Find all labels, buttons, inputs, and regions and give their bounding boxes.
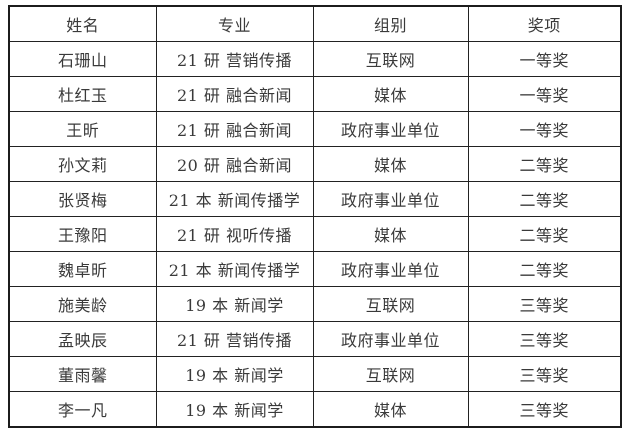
table-cell: 媒体 [312,216,469,252]
table-cell: 杜红玉 [8,76,157,112]
table-cell: 孟映辰 [8,321,157,357]
table-cell: 政府事业单位 [312,181,469,217]
table-row: 张贤梅 21 本 新闻传播学 政府事业单位 二等奖 [8,181,622,217]
table-cell: 三等奖 [467,356,622,392]
table-cell: 21 本 新闻传播学 [155,251,314,287]
table-cell: 媒体 [312,391,469,428]
table-cell: 二等奖 [467,146,622,182]
table-row: 董雨馨 19 本 新闻学 互联网 三等奖 [8,356,622,392]
table-body: 石珊山 21 研 营销传播 互联网 一等奖 杜红玉 21 研 融合新闻 媒体 一等奖 王昕 21 … [8,41,622,428]
table-cell: 20 研 融合新闻 [155,146,314,182]
table-cell: 政府事业单位 [312,251,469,287]
table-cell: 三等奖 [467,391,622,428]
table-cell: 二等奖 [467,216,622,252]
table-row: 孟映辰 21 研 营销传播 政府事业单位 三等奖 [8,321,622,357]
table-cell: 王豫阳 [8,216,157,252]
table-cell: 21 研 融合新闻 [155,111,314,147]
table-cell: 政府事业单位 [312,111,469,147]
table-cell: 张贤梅 [8,181,157,217]
table-cell: 媒体 [312,146,469,182]
table-cell: 三等奖 [467,321,622,357]
table-cell: 21 研 视听传播 [155,216,314,252]
table-cell: 媒体 [312,76,469,112]
table-cell: 互联网 [312,41,469,77]
table-cell: 一等奖 [467,41,622,77]
table-cell: 石珊山 [8,41,157,77]
table-cell: 互联网 [312,286,469,322]
table-cell: 19 本 新闻学 [155,391,314,428]
header-cell-name: 姓名 [8,5,157,42]
table-row: 魏卓昕 21 本 新闻传播学 政府事业单位 二等奖 [8,251,622,287]
table-cell: 21 研 营销传播 [155,321,314,357]
header-cell-award: 奖项 [467,5,622,42]
table-row: 施美龄 19 本 新闻学 互联网 三等奖 [8,286,622,322]
table-cell: 互联网 [312,356,469,392]
table-cell: 21 研 融合新闻 [155,76,314,112]
table-cell: 19 本 新闻学 [155,356,314,392]
table-cell: 一等奖 [467,76,622,112]
table-row: 孙文莉 20 研 融合新闻 媒体 二等奖 [8,146,622,182]
table-cell: 19 本 新闻学 [155,286,314,322]
header-cell-group: 组别 [312,5,469,42]
table-cell: 王昕 [8,111,157,147]
table-cell: 三等奖 [467,286,622,322]
table-cell: 一等奖 [467,111,622,147]
header-cell-major: 专业 [155,5,314,42]
table-cell: 二等奖 [467,251,622,287]
table-cell: 李一凡 [8,391,157,428]
table-cell: 21 研 营销传播 [155,41,314,77]
table-cell: 董雨馨 [8,356,157,392]
table-row: 杜红玉 21 研 融合新闻 媒体 一等奖 [8,76,622,112]
table-cell: 21 本 新闻传播学 [155,181,314,217]
table-row: 石珊山 21 研 营销传播 互联网 一等奖 [8,41,622,77]
table-cell: 魏卓昕 [8,251,157,287]
table-cell: 施美龄 [8,286,157,322]
awards-table: 姓名 专业 组别 奖项 石珊山 21 研 营销传播 互联网 一等奖 杜红玉 21 研 融合… [8,5,622,428]
table-row: 王昕 21 研 融合新闻 政府事业单位 一等奖 [8,111,622,147]
table-row: 王豫阳 21 研 视听传播 媒体 二等奖 [8,216,622,252]
table-cell: 政府事业单位 [312,321,469,357]
header-row: 姓名 专业 组别 奖项 [8,5,622,42]
table-cell: 二等奖 [467,181,622,217]
table-row: 李一凡 19 本 新闻学 媒体 三等奖 [8,391,622,428]
table-cell: 孙文莉 [8,146,157,182]
